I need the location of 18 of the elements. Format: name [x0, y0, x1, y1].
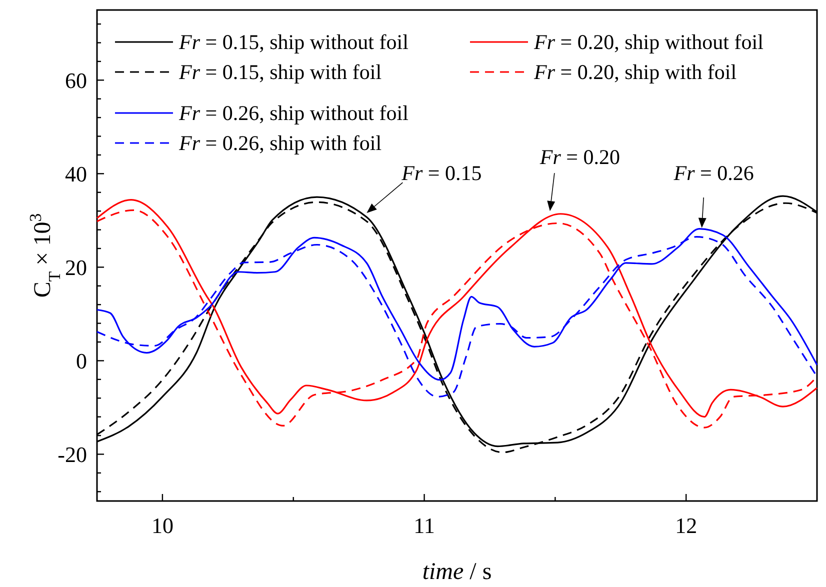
y-tick-label: 40: [65, 162, 87, 187]
x-tick-label: 11: [414, 513, 435, 538]
x-tick-label: 10: [151, 513, 174, 538]
y-tick-label: 60: [65, 68, 87, 94]
annotation: Fr = 0.26: [672, 160, 754, 185]
legend-label: Fr = 0.15, ship without foil: [178, 30, 409, 54]
x-axis-title: time / s: [422, 559, 492, 585]
x-tick-label: 12: [675, 513, 698, 538]
legend-label: Fr = 0.20, ship without foil: [533, 30, 764, 54]
y-tick-label: 20: [65, 255, 87, 280]
y-tick-label: 0: [76, 348, 87, 374]
annotation: Fr = 0.15: [400, 160, 482, 185]
annotation: Fr = 0.20: [538, 145, 620, 170]
legend-label: Fr = 0.15, ship with foil: [178, 60, 382, 84]
legend-label: Fr = 0.20, ship with foil: [533, 60, 737, 84]
legend-label: Fr = 0.26, ship without foil: [178, 101, 409, 125]
y-tick-label: -20: [58, 442, 87, 468]
legend-label: Fr = 0.26, ship with foil: [178, 131, 382, 155]
